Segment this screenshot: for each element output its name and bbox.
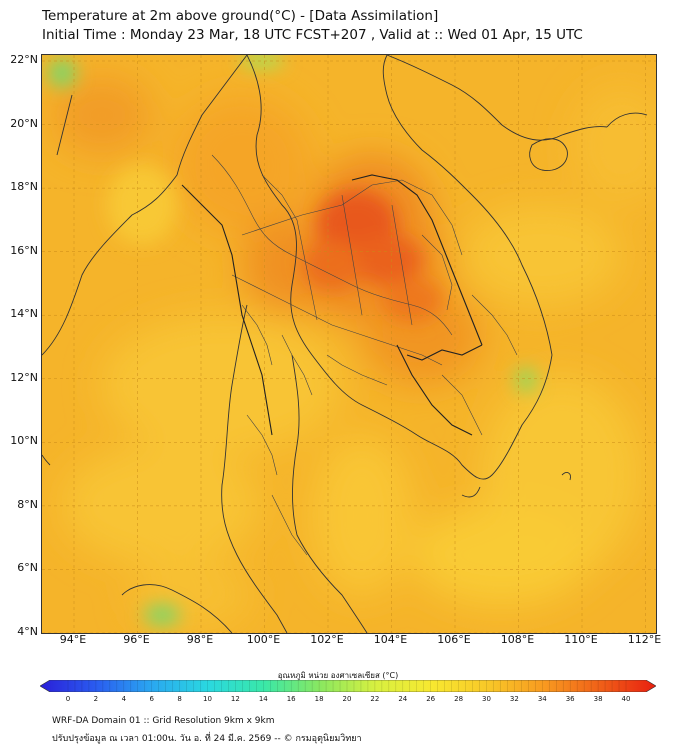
- colorbar-dividers: [67, 680, 627, 692]
- colorbar-tick-label: 36: [565, 695, 575, 703]
- map-title: Temperature at 2m above ground(°C) - [Da…: [42, 8, 439, 24]
- colorbar-tick-label: 0: [65, 695, 71, 703]
- colorbar-tick-label: 2: [93, 695, 99, 703]
- colorbar-tick-label: 10: [203, 695, 212, 703]
- colorbar-tick-label: 28: [454, 695, 464, 703]
- colorbar-tick-label: 40: [621, 695, 631, 703]
- lon-tick-label: 96°E: [123, 633, 150, 646]
- lon-tick-label: 104°E: [373, 633, 408, 646]
- footer-domain-info: WRF-DA Domain 01 :: Grid Resolution 9km …: [52, 716, 275, 726]
- country-borders: [181, 174, 483, 436]
- lon-tick-label: 112°E: [627, 633, 662, 646]
- cool-areas: [48, 55, 536, 625]
- lon-tick-label: 106°E: [437, 633, 471, 646]
- colorbar-tick-label: 30: [482, 695, 491, 703]
- lat-tick-label: 22°N: [10, 53, 38, 66]
- graticule: [42, 55, 656, 633]
- temperature-map: [41, 54, 657, 634]
- lat-tick-label: 14°N: [10, 307, 38, 321]
- lat-tick-label: 18°N: [10, 180, 38, 194]
- lat-tick-label: 16°N: [10, 243, 38, 257]
- colorbar-tick-label: 6: [149, 695, 154, 703]
- lat-tick-label: 12°N: [10, 370, 38, 384]
- colorbar-tick-label: 38: [593, 695, 603, 703]
- colorbar-bar: [40, 680, 656, 692]
- map-subtitle: Initial Time : Monday 23 Mar, 18 UTC FCS…: [42, 27, 583, 43]
- lon-tick-label: 102°E: [310, 633, 344, 646]
- colorbar-tick-label: 20: [342, 695, 352, 703]
- lon-tick-label: 108°E: [500, 633, 535, 646]
- lon-tick-label: 110°E: [564, 633, 598, 646]
- lat-tick-label: 8°N: [17, 497, 38, 511]
- province-borders: [211, 154, 518, 556]
- lon-tick-label: 98°E: [186, 633, 214, 646]
- colorbar-label: อุณหภูมิ หน่วย องศาเซลเซียส (°C): [277, 671, 399, 680]
- lon-tick-label: 94°E: [59, 633, 87, 646]
- colorbar-tick-label: 4: [121, 695, 127, 703]
- lat-tick-label: 20°N: [10, 116, 38, 130]
- hotspots: [302, 190, 442, 322]
- colorbar-tick-label: 12: [230, 695, 240, 703]
- colorbar-tick-label: 32: [509, 695, 519, 703]
- colorbar-tick-label: 34: [537, 695, 547, 703]
- lon-tick-label: 100°E: [246, 633, 281, 646]
- colorbar-tick-label: 16: [286, 695, 296, 703]
- footer-update-info: ปรับปรุงข้อมูล ณ เวลา 01:00น. วัน อ. ที่…: [52, 734, 362, 744]
- colorbar-tick-label: 22: [370, 695, 380, 703]
- map-canvas: [42, 55, 656, 633]
- lat-tick-label: 6°N: [17, 561, 38, 575]
- colorbar: [40, 680, 656, 692]
- colorbar-tick-label: 26: [426, 695, 436, 703]
- lat-tick-label: 10°N: [10, 434, 38, 448]
- lat-tick-label: 4°N: [17, 625, 38, 638]
- colorbar-tick-label: 24: [398, 695, 408, 703]
- colorbar-tick-label: 8: [177, 695, 182, 703]
- colorbar-tick-label: 18: [314, 695, 324, 703]
- coastlines: [42, 55, 648, 633]
- colorbar-tick-label: 14: [258, 695, 268, 703]
